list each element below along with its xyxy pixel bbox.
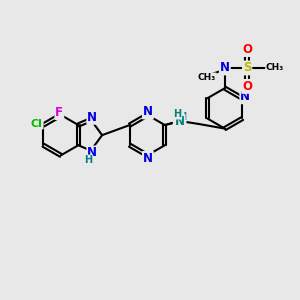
Text: N: N — [87, 146, 97, 160]
Text: H: H — [178, 112, 186, 122]
Text: F: F — [55, 106, 63, 119]
Text: CH₃: CH₃ — [266, 64, 284, 73]
Text: N: N — [143, 106, 153, 118]
Text: N: N — [174, 115, 184, 128]
Text: Cl: Cl — [31, 118, 43, 128]
Text: O: O — [242, 80, 252, 93]
Text: N: N — [143, 152, 153, 165]
Text: N: N — [240, 90, 250, 103]
Text: O: O — [242, 43, 252, 56]
Text: H: H — [84, 155, 92, 165]
Text: N: N — [220, 61, 230, 74]
Text: N: N — [175, 115, 185, 128]
Text: S: S — [243, 61, 251, 74]
Text: CH₃: CH₃ — [198, 73, 216, 82]
Text: N: N — [87, 111, 97, 124]
Text: H: H — [173, 109, 181, 119]
